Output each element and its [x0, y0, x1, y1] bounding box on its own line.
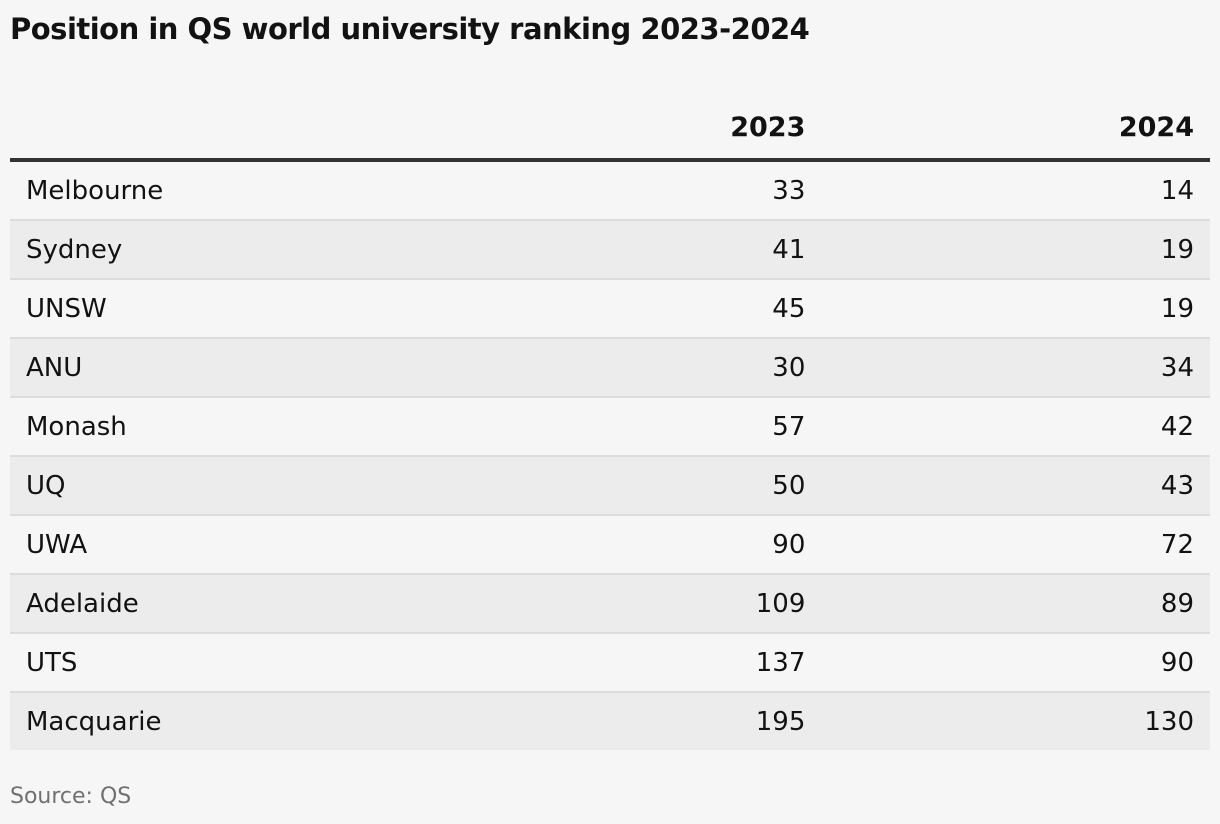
cell-university-name: Macquarie — [10, 692, 591, 750]
cell-university-name: UWA — [10, 515, 591, 575]
table-row: UWA 90 72 — [10, 515, 1210, 575]
cell-university-name: UTS — [10, 633, 591, 693]
table-row: Adelaide 109 89 — [10, 574, 1210, 634]
cell-rank-2024: 90 — [805, 633, 1210, 693]
chart-title: Position in QS world university ranking … — [10, 12, 810, 46]
cell-rank-2023: 195 — [590, 692, 806, 750]
ranking-table: 2023 2024 Melbourne 33 14 Sydney 41 19 UNSW 45 1… — [10, 96, 1210, 750]
table-body: Melbourne 33 14 Sydney 41 19 UNSW 45 19 ANU 30 34 Mo… — [10, 160, 1210, 750]
table-row: Sydney 41 19 — [10, 220, 1210, 280]
column-header-2023: 2023 — [590, 96, 806, 162]
cell-rank-2023: 30 — [590, 338, 806, 398]
cell-rank-2023: 45 — [590, 279, 806, 339]
cell-rank-2024: 72 — [805, 515, 1210, 575]
table-row: Macquarie 195 130 — [10, 692, 1210, 750]
table-row: Melbourne 33 14 — [10, 160, 1210, 221]
cell-rank-2024: 19 — [805, 279, 1210, 339]
cell-rank-2023: 57 — [590, 397, 806, 457]
cell-university-name: Adelaide — [10, 574, 591, 634]
cell-rank-2023: 137 — [590, 633, 806, 693]
cell-university-name: Melbourne — [10, 160, 591, 221]
cell-rank-2023: 33 — [590, 160, 806, 221]
table-row: Monash 57 42 — [10, 397, 1210, 457]
cell-university-name: Sydney — [10, 220, 591, 280]
column-header-2024: 2024 — [805, 96, 1210, 162]
cell-rank-2024: 43 — [805, 456, 1210, 516]
cell-rank-2023: 109 — [590, 574, 806, 634]
cell-rank-2023: 90 — [590, 515, 806, 575]
cell-university-name: UNSW — [10, 279, 591, 339]
column-header-name — [10, 96, 591, 162]
cell-university-name: Monash — [10, 397, 591, 457]
table-row: UQ 50 43 — [10, 456, 1210, 516]
cell-rank-2024: 34 — [805, 338, 1210, 398]
table-row: ANU 30 34 — [10, 338, 1210, 398]
table-row: UNSW 45 19 — [10, 279, 1210, 339]
cell-rank-2024: 130 — [805, 692, 1210, 750]
cell-rank-2024: 89 — [805, 574, 1210, 634]
cell-rank-2024: 19 — [805, 220, 1210, 280]
source-note: Source: QS — [10, 784, 132, 809]
cell-rank-2024: 42 — [805, 397, 1210, 457]
cell-rank-2023: 41 — [590, 220, 806, 280]
table-header-row: 2023 2024 — [10, 96, 1210, 162]
cell-rank-2023: 50 — [590, 456, 806, 516]
table-row: UTS 137 90 — [10, 633, 1210, 693]
cell-university-name: ANU — [10, 338, 591, 398]
cell-university-name: UQ — [10, 456, 591, 516]
cell-rank-2024: 14 — [805, 160, 1210, 221]
